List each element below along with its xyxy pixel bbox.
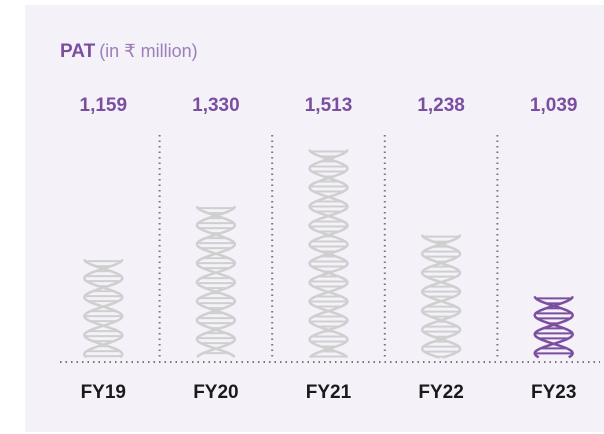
helix-strand bbox=[82, 258, 124, 359]
x-tick-label: FY19 bbox=[81, 382, 126, 403]
helix-strand bbox=[82, 258, 124, 359]
value-label: 1,330 bbox=[192, 95, 240, 116]
value-label: 1,039 bbox=[530, 95, 578, 116]
helix-bar bbox=[420, 234, 462, 359]
x-tick-label: FY22 bbox=[418, 382, 463, 403]
value-label: 1,238 bbox=[417, 95, 465, 116]
helix-strand bbox=[195, 205, 237, 358]
helix-bar bbox=[195, 205, 237, 358]
x-tick-label: FY23 bbox=[531, 382, 576, 403]
helix-strand bbox=[195, 205, 237, 358]
x-tick-label: FY20 bbox=[193, 382, 238, 403]
panel-background bbox=[25, 5, 604, 432]
helix-bar bbox=[308, 149, 349, 359]
helix-strand bbox=[533, 295, 575, 359]
x-tick-label: FY21 bbox=[306, 382, 352, 403]
chart-title: PAT bbox=[60, 41, 96, 62]
helix-bar bbox=[82, 258, 124, 359]
helix-bar bbox=[533, 295, 575, 359]
value-label: 1,159 bbox=[80, 95, 128, 116]
value-label: 1,513 bbox=[305, 95, 353, 116]
helix-strand bbox=[533, 295, 575, 359]
chart-subtitle: (in ₹ million) bbox=[99, 41, 197, 61]
helix-strand bbox=[308, 149, 349, 359]
chart-title-group: PAT (in ₹ million) bbox=[60, 41, 198, 62]
